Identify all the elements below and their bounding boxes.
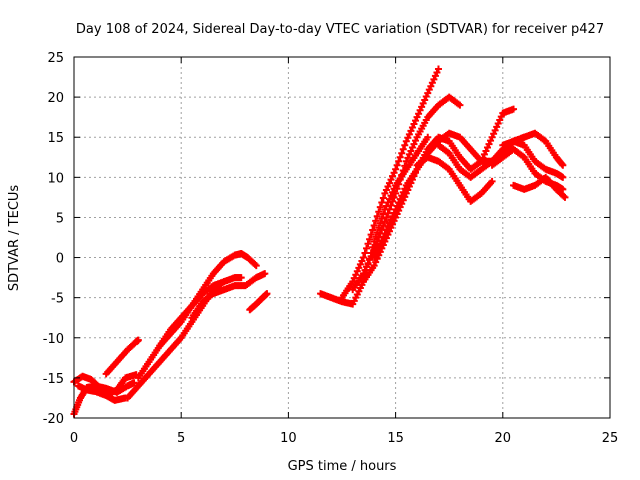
data-point <box>398 171 406 179</box>
data-point <box>369 226 377 234</box>
data-point <box>237 274 245 282</box>
chart-title: Day 108 of 2024, Sidereal Day-to-day VTE… <box>76 22 604 37</box>
data-point <box>561 193 569 201</box>
axis-ticks: 0 5 10 15 20 25 -20 -15 -10 -5 0 5 10 15 20 25 <box>43 51 619 446</box>
series-track-c <box>74 382 129 404</box>
data-point <box>401 162 409 170</box>
data-point <box>364 240 372 248</box>
data-point <box>134 336 142 344</box>
data-point <box>488 177 496 185</box>
x-axis-label: GPS time / hours <box>288 459 397 474</box>
data-point <box>396 153 404 161</box>
data-point <box>434 65 442 73</box>
data-point <box>390 193 398 201</box>
x-tick-label: 0 <box>70 431 78 446</box>
series-track-o <box>413 153 496 205</box>
data-point <box>379 194 387 202</box>
plot-frame <box>73 56 611 419</box>
x-tick-label: 20 <box>495 431 512 446</box>
data-point <box>359 254 367 262</box>
y-tick-label: 5 <box>56 211 64 226</box>
data-point <box>559 173 567 181</box>
y-tick-label: 10 <box>47 171 64 186</box>
y-tick-label: -15 <box>43 372 64 387</box>
data-point <box>395 180 403 188</box>
y-tick-label: -5 <box>51 292 64 307</box>
series-track-p <box>434 137 567 181</box>
data-point <box>263 290 271 298</box>
data-point <box>389 197 397 205</box>
data-point <box>361 249 369 257</box>
data-point <box>392 189 400 197</box>
data-point <box>372 217 380 225</box>
data-point <box>261 270 269 278</box>
data-point <box>366 235 374 243</box>
data-point <box>375 208 383 216</box>
data-point <box>560 192 568 200</box>
series-track-l <box>349 93 464 294</box>
data-point <box>252 262 260 270</box>
data-point <box>456 101 464 109</box>
data-point <box>399 166 407 174</box>
series-track-s <box>499 129 567 169</box>
data-point <box>395 157 403 165</box>
data-point <box>251 260 259 268</box>
x-tick-label: 10 <box>280 431 297 446</box>
data-point <box>393 161 401 169</box>
data-point <box>424 133 432 141</box>
y-tick-label: -20 <box>43 412 64 427</box>
data-point <box>559 161 567 169</box>
data-point <box>387 201 395 209</box>
data-point <box>378 199 386 207</box>
data-point <box>381 217 389 225</box>
data-point <box>370 221 378 229</box>
x-tick-label: 5 <box>177 431 185 446</box>
data-point <box>363 244 371 252</box>
y-tick-label: 0 <box>56 252 64 267</box>
data-point <box>399 145 407 153</box>
series-track-i <box>246 290 271 314</box>
data-point <box>392 165 400 173</box>
y-axis-label: SDTVAR / TECUs <box>7 185 22 292</box>
y-tick-label: -10 <box>43 332 64 347</box>
data-points <box>70 65 569 418</box>
series-track-g <box>156 250 260 350</box>
data-point <box>385 205 393 213</box>
data-point <box>379 221 387 229</box>
data-point <box>130 379 138 387</box>
series-track-k <box>338 65 442 302</box>
series-track-d <box>102 336 142 378</box>
series-track-b <box>70 371 140 398</box>
series-track-r <box>510 173 569 201</box>
data-point <box>510 105 518 113</box>
x-tick-label: 25 <box>602 431 619 446</box>
x-tick-label: 15 <box>387 431 404 446</box>
y-tick-label: 15 <box>47 131 64 146</box>
data-point <box>384 209 392 217</box>
data-point <box>401 141 409 149</box>
data-point <box>398 149 406 157</box>
data-point <box>373 212 381 220</box>
y-tick-label: 25 <box>47 51 64 66</box>
data-point <box>376 203 384 211</box>
series-track-h <box>188 270 269 322</box>
data-point <box>393 185 401 193</box>
data-point <box>396 176 404 184</box>
data-point <box>367 231 375 239</box>
data-point <box>382 213 390 221</box>
y-tick-label: 20 <box>47 91 64 106</box>
